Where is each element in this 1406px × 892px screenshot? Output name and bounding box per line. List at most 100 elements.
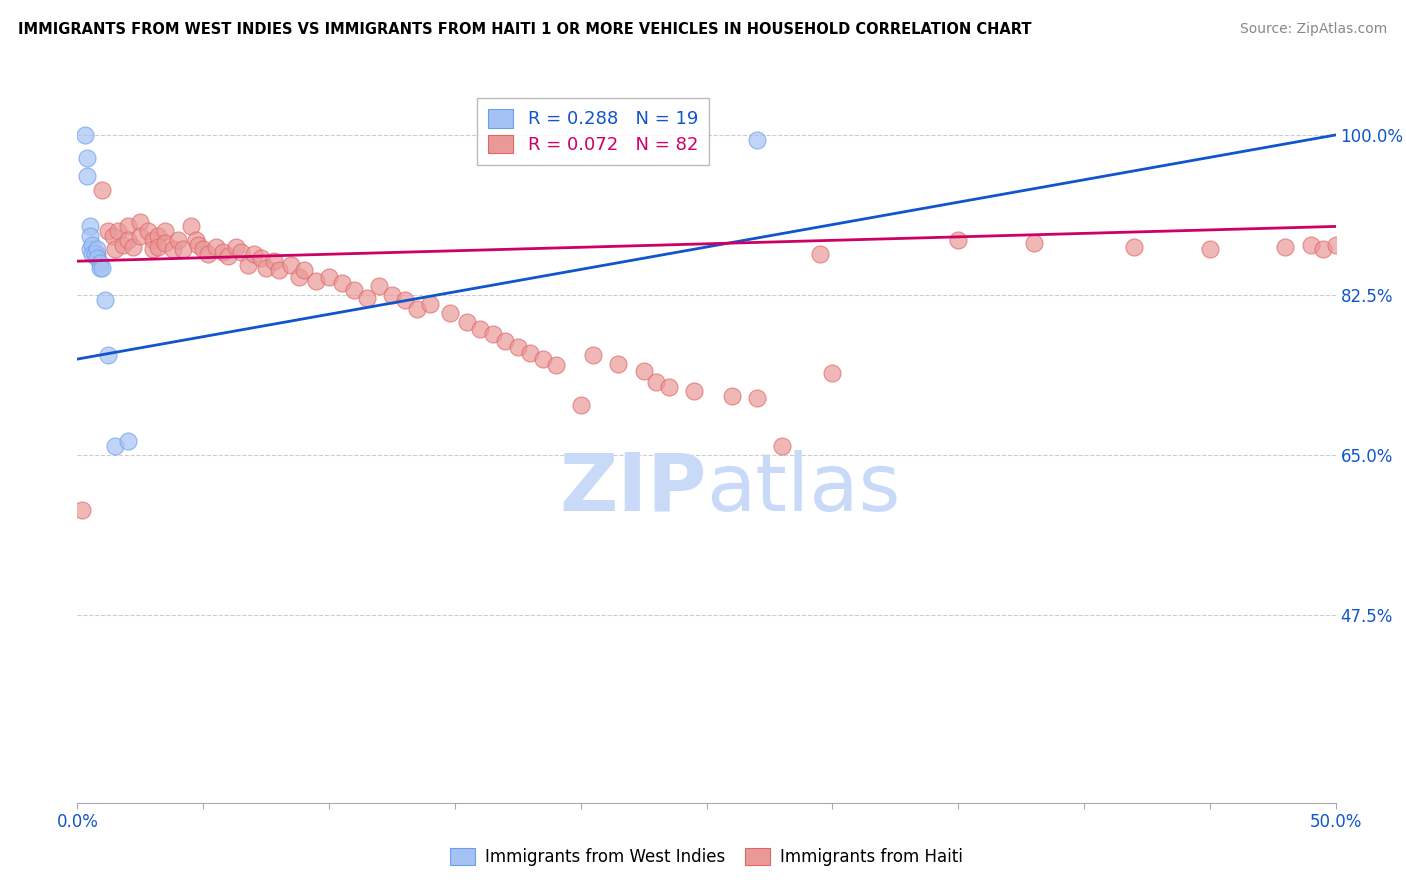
Point [250, 252, 273, 266]
Legend: Immigrants from West Indies, Immigrants from Haiti: Immigrants from West Indies, Immigrants … [443, 841, 970, 873]
Text: Source: ZipAtlas.com: Source: ZipAtlas.com [1240, 22, 1388, 37]
Point [111, 237, 134, 252]
Y-axis label: 1 or more Vehicles in Household: 1 or more Vehicles in Household [0, 322, 7, 570]
Point [821, 366, 844, 380]
Point [86, 242, 108, 256]
Point [481, 327, 503, 342]
Text: IMMIGRANTS FROM WEST INDIES VS IMMIGRANTS FROM HAITI 1 OR MORE VEHICLES IN HOUSE: IMMIGRANTS FROM WEST INDIES VS IMMIGRANT… [18, 22, 1032, 37]
Point [73, 128, 96, 142]
Point [96, 347, 118, 361]
Point [184, 233, 207, 247]
Point [1199, 242, 1222, 256]
Point [356, 291, 378, 305]
Point [519, 345, 541, 359]
Text: atlas: atlas [707, 450, 901, 528]
Point [305, 274, 328, 288]
Point [142, 242, 165, 256]
Point [1324, 237, 1347, 252]
Point [86, 247, 108, 261]
Point [86, 252, 108, 266]
Point [91, 183, 114, 197]
Point [439, 306, 461, 320]
Point [96, 224, 118, 238]
Point [104, 439, 127, 453]
Point [494, 334, 516, 348]
Point [531, 352, 554, 367]
Point [212, 245, 235, 260]
Point [288, 269, 311, 284]
Point [82, 247, 104, 261]
Point [263, 254, 285, 268]
Point [280, 258, 302, 272]
Point [394, 293, 416, 307]
Point [330, 276, 353, 290]
Point [180, 219, 202, 234]
Point [117, 434, 139, 449]
Point [1123, 239, 1146, 253]
Point [229, 245, 252, 260]
Point [683, 384, 706, 398]
Point [406, 301, 429, 316]
Point [91, 260, 114, 275]
Point [225, 239, 247, 253]
Point [204, 239, 226, 253]
Point [162, 242, 184, 256]
Point [121, 239, 143, 253]
Point [142, 233, 165, 247]
Point [1312, 242, 1334, 256]
Point [117, 233, 139, 247]
Point [544, 359, 567, 373]
Point [187, 237, 209, 252]
Point [1350, 242, 1372, 256]
Point [720, 389, 742, 403]
Point [129, 215, 152, 229]
Point [167, 233, 190, 247]
Point [217, 249, 239, 263]
Point [242, 247, 264, 261]
Point [1022, 235, 1045, 250]
Point [607, 357, 630, 371]
Point [107, 224, 129, 238]
Point [808, 247, 831, 261]
Point [582, 347, 605, 361]
Point [770, 439, 793, 453]
Point [197, 247, 219, 261]
Point [84, 247, 107, 261]
Point [129, 228, 152, 243]
Point [238, 258, 260, 272]
Point [79, 242, 101, 256]
Text: ZIP: ZIP [560, 450, 707, 528]
Point [292, 263, 315, 277]
Point [136, 224, 159, 238]
Point [1299, 237, 1322, 252]
Point [267, 263, 290, 277]
Point [101, 228, 124, 243]
Point [645, 375, 668, 389]
Point [191, 242, 215, 256]
Point [658, 379, 681, 393]
Point [745, 132, 768, 146]
Point [76, 151, 98, 165]
Point [254, 260, 277, 275]
Point [76, 169, 98, 183]
Point [456, 316, 478, 330]
Point [89, 260, 111, 275]
Point [117, 219, 139, 234]
Point [146, 239, 169, 253]
Point [155, 224, 177, 238]
Point [1274, 239, 1296, 253]
Point [419, 297, 441, 311]
Point [146, 228, 169, 243]
Point [94, 293, 117, 307]
Point [569, 398, 592, 412]
Point [343, 284, 366, 298]
Point [89, 256, 111, 270]
Point [381, 288, 404, 302]
Point [468, 322, 491, 336]
Point [948, 233, 970, 247]
Point [633, 364, 655, 378]
Point [745, 392, 768, 406]
Point [104, 242, 127, 256]
Point [506, 340, 529, 354]
Point [72, 503, 94, 517]
